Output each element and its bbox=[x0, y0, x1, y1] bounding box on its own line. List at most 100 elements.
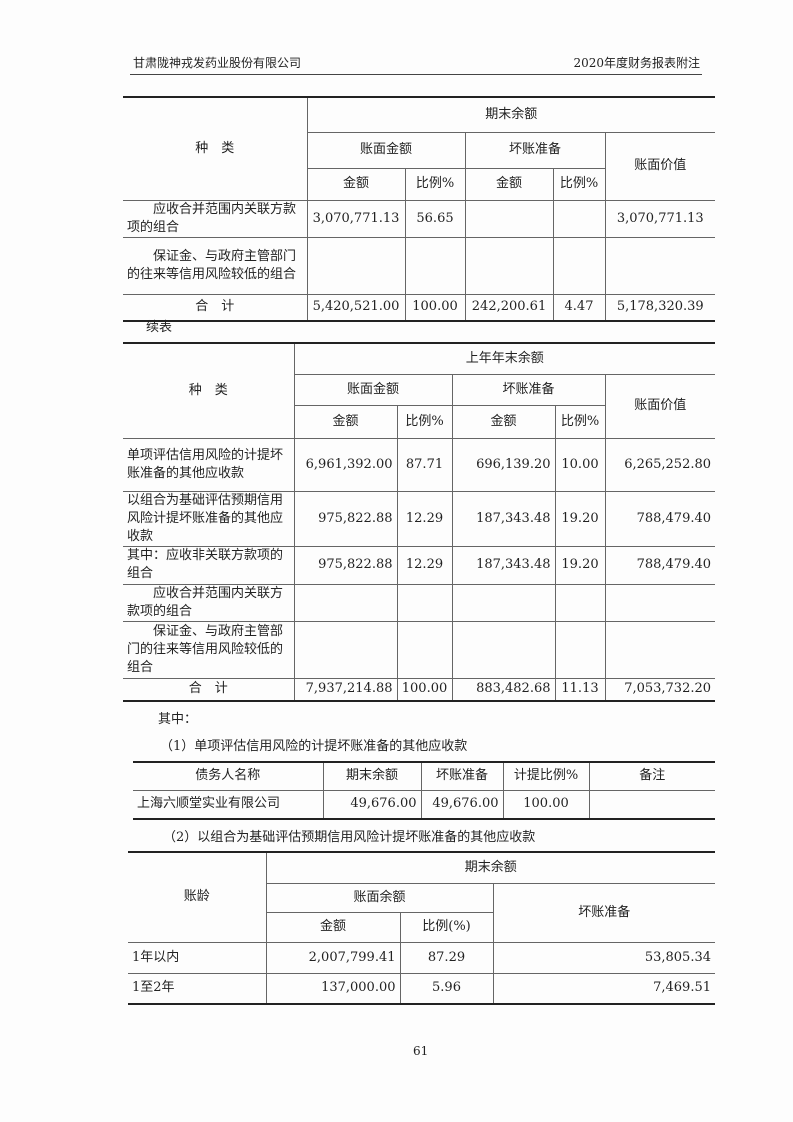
cell bbox=[604, 583, 716, 622]
cell: 6,961,392.00 bbox=[293, 437, 398, 492]
header-bad-debt: 坏账准备 bbox=[492, 882, 715, 943]
section-1-heading: （1）单项评估信用风险的计提坏账准备的其他应收款 bbox=[160, 739, 468, 754]
page-number: 61 bbox=[413, 1044, 429, 1058]
table-row: 以组合为基础评估预期信用风险计提坏账准备的其他应收款 975,822.88 12.2… bbox=[123, 490, 716, 547]
header-bad-debt: 坏账准备 bbox=[420, 761, 504, 791]
continued-label: 续表 bbox=[146, 320, 173, 335]
cell bbox=[552, 236, 606, 295]
header-aging: 账龄 bbox=[128, 851, 267, 943]
row-label: 保证金、与政府主管部门的往来等信用风险较低的组合 bbox=[123, 620, 295, 679]
cell: 100.00 bbox=[396, 677, 453, 702]
row-label: 以组合为基础评估预期信用风险计提坏账准备的其他应收款 bbox=[123, 490, 295, 547]
debtor-name: 上海六顺堂实业有限公司 bbox=[133, 789, 324, 820]
header-period: 期末余额 bbox=[265, 851, 715, 884]
among-label: 其中： bbox=[158, 712, 198, 727]
table-row: 其中：应收非关联方款项的组合 975,822.88 12.29 187,343.48 1… bbox=[123, 545, 716, 585]
cell bbox=[306, 236, 406, 295]
header-ratio: 比例% bbox=[554, 404, 605, 439]
header-bad-debt: 坏账准备 bbox=[464, 131, 606, 169]
header-closing-balance: 期末余额 bbox=[322, 761, 422, 791]
cell: 49,676.00 bbox=[322, 789, 422, 820]
cell: 5,178,320.39 bbox=[604, 293, 716, 322]
cell: 12.29 bbox=[396, 545, 453, 585]
table-row: 1至2年 137,000.00 5.96 7,469.51 bbox=[128, 972, 715, 1005]
row-label: 应收合并范围内关联方款项的组合 bbox=[123, 583, 295, 622]
cell: 6,265,252.80 bbox=[604, 437, 716, 492]
cell: 100.00 bbox=[502, 789, 590, 820]
cell bbox=[464, 236, 554, 295]
cell: 19.20 bbox=[554, 490, 606, 547]
cell: 975,822.88 bbox=[293, 545, 398, 585]
table-row: 1年以内 2,007,799.41 87.29 53,805.34 bbox=[128, 941, 715, 974]
header-debtor: 债务人名称 bbox=[133, 761, 324, 791]
aging-label: 1年以内 bbox=[128, 941, 267, 974]
table-row: 保证金、与政府主管部门的往来等信用风险较低的组合 bbox=[123, 236, 716, 295]
cell: 7,053,732.20 bbox=[604, 677, 716, 702]
header-category: 种 类 bbox=[123, 96, 308, 201]
header-ratio: 比例% bbox=[396, 404, 453, 439]
cell: 4.47 bbox=[552, 293, 606, 322]
cell bbox=[404, 236, 466, 295]
cell: 788,479.40 bbox=[604, 545, 716, 585]
cell: 975,822.88 bbox=[293, 490, 398, 547]
cell: 2,007,799.41 bbox=[265, 941, 401, 974]
header-book-value: 账面价值 bbox=[604, 373, 716, 439]
table-row: 保证金、与政府主管部门的往来等信用风险较低的组合 bbox=[123, 620, 716, 679]
cell: 788,479.40 bbox=[604, 490, 716, 547]
cell: 137,000.00 bbox=[265, 972, 401, 1005]
cell: 12.29 bbox=[396, 490, 453, 547]
row-label: 合 计 bbox=[123, 293, 308, 322]
header-amount: 金额 bbox=[307, 167, 406, 201]
cell bbox=[293, 583, 398, 622]
header-period: 上年年末余额 bbox=[293, 342, 716, 375]
table-row: 上海六顺堂实业有限公司 49,676.00 49,676.00 100.00 bbox=[133, 789, 715, 820]
header-amount: 金额 bbox=[266, 911, 401, 943]
cell bbox=[396, 620, 453, 679]
header-bad-debt: 坏账准备 bbox=[451, 373, 606, 406]
cell: 87.29 bbox=[399, 941, 494, 974]
cell: 7,469.51 bbox=[492, 972, 715, 1005]
header-amount: 金额 bbox=[451, 404, 556, 439]
header-book-balance: 账面余额 bbox=[266, 882, 494, 913]
header-ratio: 比例% bbox=[404, 167, 466, 201]
cell: 56.65 bbox=[404, 199, 466, 238]
cell bbox=[451, 583, 556, 622]
header-category: 种 类 bbox=[123, 342, 295, 439]
cell bbox=[588, 789, 715, 820]
table-row: 应收合并范围内关联方款项的组合 3,070,771.13 56.65 3,070,77… bbox=[123, 199, 716, 238]
cell bbox=[293, 620, 398, 679]
header-book-amount: 账面金额 bbox=[307, 131, 466, 169]
header-provision-ratio: 计提比例% bbox=[502, 761, 590, 791]
cell: 5,420,521.00 bbox=[306, 293, 406, 322]
table-row: 应收合并范围内关联方款项的组合 bbox=[123, 583, 716, 622]
header-amount: 金额 bbox=[464, 167, 554, 201]
header-amount: 金额 bbox=[294, 404, 398, 439]
header-book-value: 账面价值 bbox=[604, 131, 716, 201]
aging-table: 账龄 期末余额 账面余额 坏账准备 金额 比例(%) 1年以内 2,007,799.41… bbox=[128, 851, 715, 1005]
row-label: 保证金、与政府主管部门的往来等信用风险较低的组合 bbox=[123, 236, 308, 295]
cell: 3,070,771.13 bbox=[604, 199, 716, 238]
cell: 11.13 bbox=[554, 677, 606, 702]
cell bbox=[464, 199, 554, 238]
cell: 696,139.20 bbox=[451, 437, 556, 492]
cell: 3,070,771.13 bbox=[306, 199, 406, 238]
aging-label: 1至2年 bbox=[128, 972, 267, 1005]
company-name: 甘肃陇神戎发药业股份有限公司 bbox=[133, 56, 302, 70]
cell: 100.00 bbox=[404, 293, 466, 322]
cell: 10.00 bbox=[554, 437, 606, 492]
cell bbox=[604, 236, 716, 295]
cell: 5.96 bbox=[399, 972, 494, 1005]
cell: 87.71 bbox=[396, 437, 453, 492]
row-label: 合 计 bbox=[123, 677, 295, 702]
total-row: 合 计 5,420,521.00 100.00 242,200.61 4.47 5,178… bbox=[123, 293, 716, 322]
period-end-table: 种 类期末余额 账面金额 坏账准备 账面价值 金额 比例% 金额 比例% 应收合并范围内关… bbox=[123, 96, 716, 322]
cell: 19.20 bbox=[554, 545, 606, 585]
cell: 7,937,214.88 bbox=[293, 677, 398, 702]
cell bbox=[554, 583, 606, 622]
header-ratio: 比例(%) bbox=[399, 911, 493, 943]
cell: 49,676.00 bbox=[420, 789, 504, 820]
header-remarks: 备注 bbox=[588, 761, 715, 791]
row-label: 单项评估信用风险的计提坏账准备的其他应收款 bbox=[123, 437, 295, 492]
cell: 187,343.48 bbox=[451, 490, 556, 547]
